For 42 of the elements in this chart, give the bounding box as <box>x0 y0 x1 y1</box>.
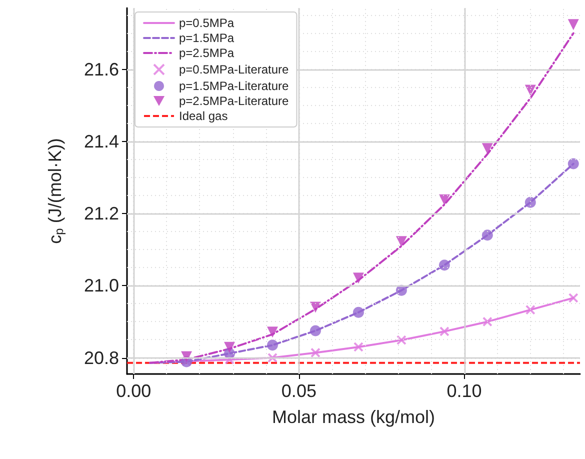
y-tick-label: 21.2 <box>84 204 119 224</box>
legend-label: p=1.5MPa-Literature <box>179 79 290 93</box>
legend-label: p=1.5MPa <box>179 31 234 45</box>
point <box>352 306 364 318</box>
legend-label: p=0.5MPa-Literature <box>179 62 290 76</box>
x-tick-label: 0.10 <box>446 381 482 401</box>
point <box>267 352 278 363</box>
legend-label: p=2.5MPa <box>179 46 234 60</box>
point <box>181 351 192 362</box>
legend-label: p=0.5MPa <box>179 16 234 30</box>
point <box>524 84 536 96</box>
point <box>438 260 450 271</box>
point <box>224 342 236 353</box>
point <box>568 292 578 303</box>
point <box>568 158 579 170</box>
point <box>482 316 492 327</box>
point <box>525 304 536 315</box>
y-tick-label: 21.6 <box>84 59 119 80</box>
point <box>524 196 536 208</box>
y-tick-label: 21.4 <box>84 131 119 152</box>
point <box>267 340 278 351</box>
point <box>396 236 407 248</box>
point <box>482 143 493 154</box>
point <box>439 326 450 336</box>
y-tick-label: 21.0 <box>84 276 119 296</box>
legend-label: Ideal gas <box>179 109 228 123</box>
point <box>266 326 278 338</box>
point <box>310 302 321 313</box>
point <box>310 348 320 358</box>
point <box>396 335 406 346</box>
point <box>568 19 579 30</box>
y-tick-label: 20.8 <box>84 348 119 368</box>
point <box>352 272 364 284</box>
legend-label: p=2.5MPa-Literature <box>179 94 290 108</box>
x-tick-label: 0.00 <box>116 381 152 401</box>
y-axis-title: cp (J/(mol·K)) <box>45 138 66 244</box>
x-tick-label: 0.05 <box>281 381 316 401</box>
point <box>353 342 364 352</box>
point <box>310 325 321 336</box>
point <box>438 194 450 206</box>
x-axis-title: Molar mass (kg/mol) <box>272 407 436 427</box>
point <box>482 230 493 241</box>
